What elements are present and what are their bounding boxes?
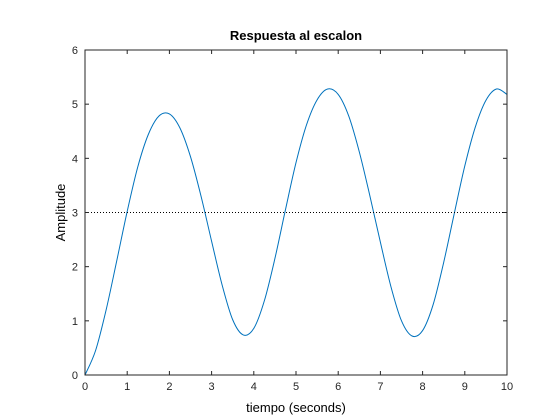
x-axis: 0 1 2 3 4 5 6 7 8 9 10 (82, 50, 513, 393)
y-tick-label: 3 (72, 208, 78, 220)
x-axis-label: tiempo (seconds) (246, 400, 346, 415)
response-line (84, 88, 508, 376)
x-tick-label: 0 (82, 381, 88, 393)
y-tick-label: 1 (72, 316, 78, 328)
y-tick-label: 0 (72, 370, 78, 382)
x-tick-label: 8 (420, 381, 426, 393)
x-tick-label: 7 (377, 381, 383, 393)
y-tick-label: 6 (72, 45, 78, 57)
y-tick-label: 5 (72, 99, 78, 111)
y-axis: 0 1 2 3 4 5 6 (72, 45, 507, 382)
x-tick-label: 3 (209, 381, 215, 393)
x-tick-label: 1 (124, 381, 130, 393)
x-tick-label: 5 (293, 381, 299, 393)
y-axis-label: Amplitude (53, 184, 68, 242)
x-tick-label: 4 (251, 381, 257, 393)
x-tick-label: 2 (166, 381, 172, 393)
x-tick-label: 9 (462, 381, 468, 393)
series-layer (84, 88, 508, 376)
chart-title: Respuesta al escalon (230, 28, 362, 43)
x-tick-label: 6 (335, 381, 341, 393)
x-tick-label: 10 (501, 381, 513, 393)
y-tick-label: 2 (72, 262, 78, 274)
y-tick-label: 4 (72, 153, 78, 165)
